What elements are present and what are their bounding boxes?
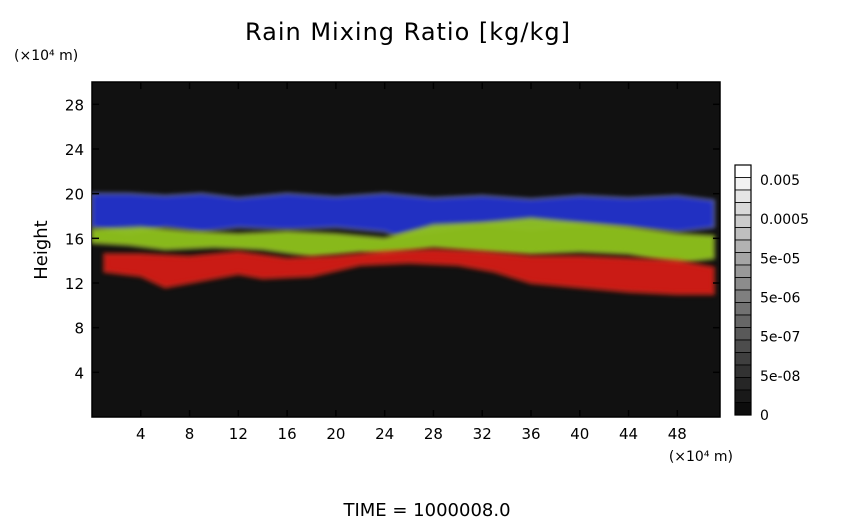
colorbar-label: 0.005 — [760, 173, 800, 189]
colorbar-segment — [734, 227, 752, 241]
x-axis: 4 8 12 16 20 24 28 32 36 40 44 48 — [136, 82, 687, 443]
y-tick-label: 24 — [65, 141, 84, 159]
colorbar-segment — [734, 289, 752, 303]
colorbar-segment — [734, 239, 752, 253]
colorbar-segment — [734, 214, 752, 228]
x-tick-label: 32 — [473, 425, 492, 443]
colorbar-segment — [734, 202, 752, 216]
x-tick-label: 16 — [278, 425, 297, 443]
y-tick-label: 12 — [65, 275, 84, 293]
band-lower — [104, 249, 714, 295]
colorbar-label: 5e-07 — [760, 330, 800, 346]
y-tick-label: 16 — [65, 230, 84, 248]
colorbar-label: 5e-05 — [760, 251, 800, 267]
colorbar-label: 0 — [760, 408, 769, 424]
y-unit-label: (×10⁴ m) — [14, 48, 78, 64]
colorbar-segment — [734, 389, 752, 403]
x-tick-label: 36 — [521, 425, 540, 443]
colorbar-segment — [734, 339, 752, 353]
colorbar-segment — [734, 352, 752, 366]
colorbar-label: 5e-08 — [760, 369, 800, 385]
band-upper-highlight — [92, 192, 716, 238]
x-tick-label: 4 — [136, 425, 146, 443]
colorbar-segment — [734, 264, 752, 278]
colorbar-segment — [734, 277, 752, 291]
colorbar-segment — [734, 302, 752, 316]
x-tick-label: 24 — [375, 425, 394, 443]
data-bands — [92, 192, 716, 296]
y-tick-label: 20 — [65, 186, 84, 204]
x-tick-label: 8 — [185, 425, 195, 443]
y-axis: 4 8 12 16 20 24 28 — [65, 96, 720, 382]
colorbar-segment — [734, 402, 752, 416]
x-tick-label: 20 — [326, 425, 345, 443]
colorbar-segment — [734, 252, 752, 266]
chart-title: Rain Mixing Ratio [kg/kg] — [245, 18, 571, 46]
x-tick-label: 12 — [229, 425, 248, 443]
x-tick-label: 48 — [668, 425, 687, 443]
colorbar-segment — [734, 327, 752, 341]
x-tick-label: 40 — [570, 425, 589, 443]
y-tick-label: 4 — [74, 364, 84, 382]
colorbar-segment — [734, 377, 752, 391]
colorbar-label: 0.0005 — [760, 212, 809, 228]
y-tick-label: 8 — [74, 320, 84, 338]
time-label: TIME = 1000008.0 — [342, 500, 510, 519]
x-tick-label: 28 — [424, 425, 443, 443]
band-lower-highlight — [102, 247, 716, 296]
colorbar-segment — [734, 314, 752, 328]
x-tick-label: 44 — [619, 425, 638, 443]
colorbar-segment — [734, 364, 752, 378]
colorbar: 0.005 0.0005 5e-05 5e-06 5e-07 5e-08 0 — [734, 164, 809, 424]
colorbar-segment — [734, 164, 752, 178]
colorbar-frame — [734, 164, 752, 416]
y-axis-label: Height — [31, 220, 52, 280]
x-unit-label: (×10⁴ m) — [669, 449, 733, 465]
colorbar-segment — [734, 189, 752, 203]
plot-area — [91, 81, 721, 418]
colorbar-label: 5e-06 — [760, 291, 800, 307]
band-middle-highlight — [92, 216, 716, 265]
colorbar-segment — [734, 177, 752, 191]
y-tick-label: 28 — [65, 96, 84, 114]
